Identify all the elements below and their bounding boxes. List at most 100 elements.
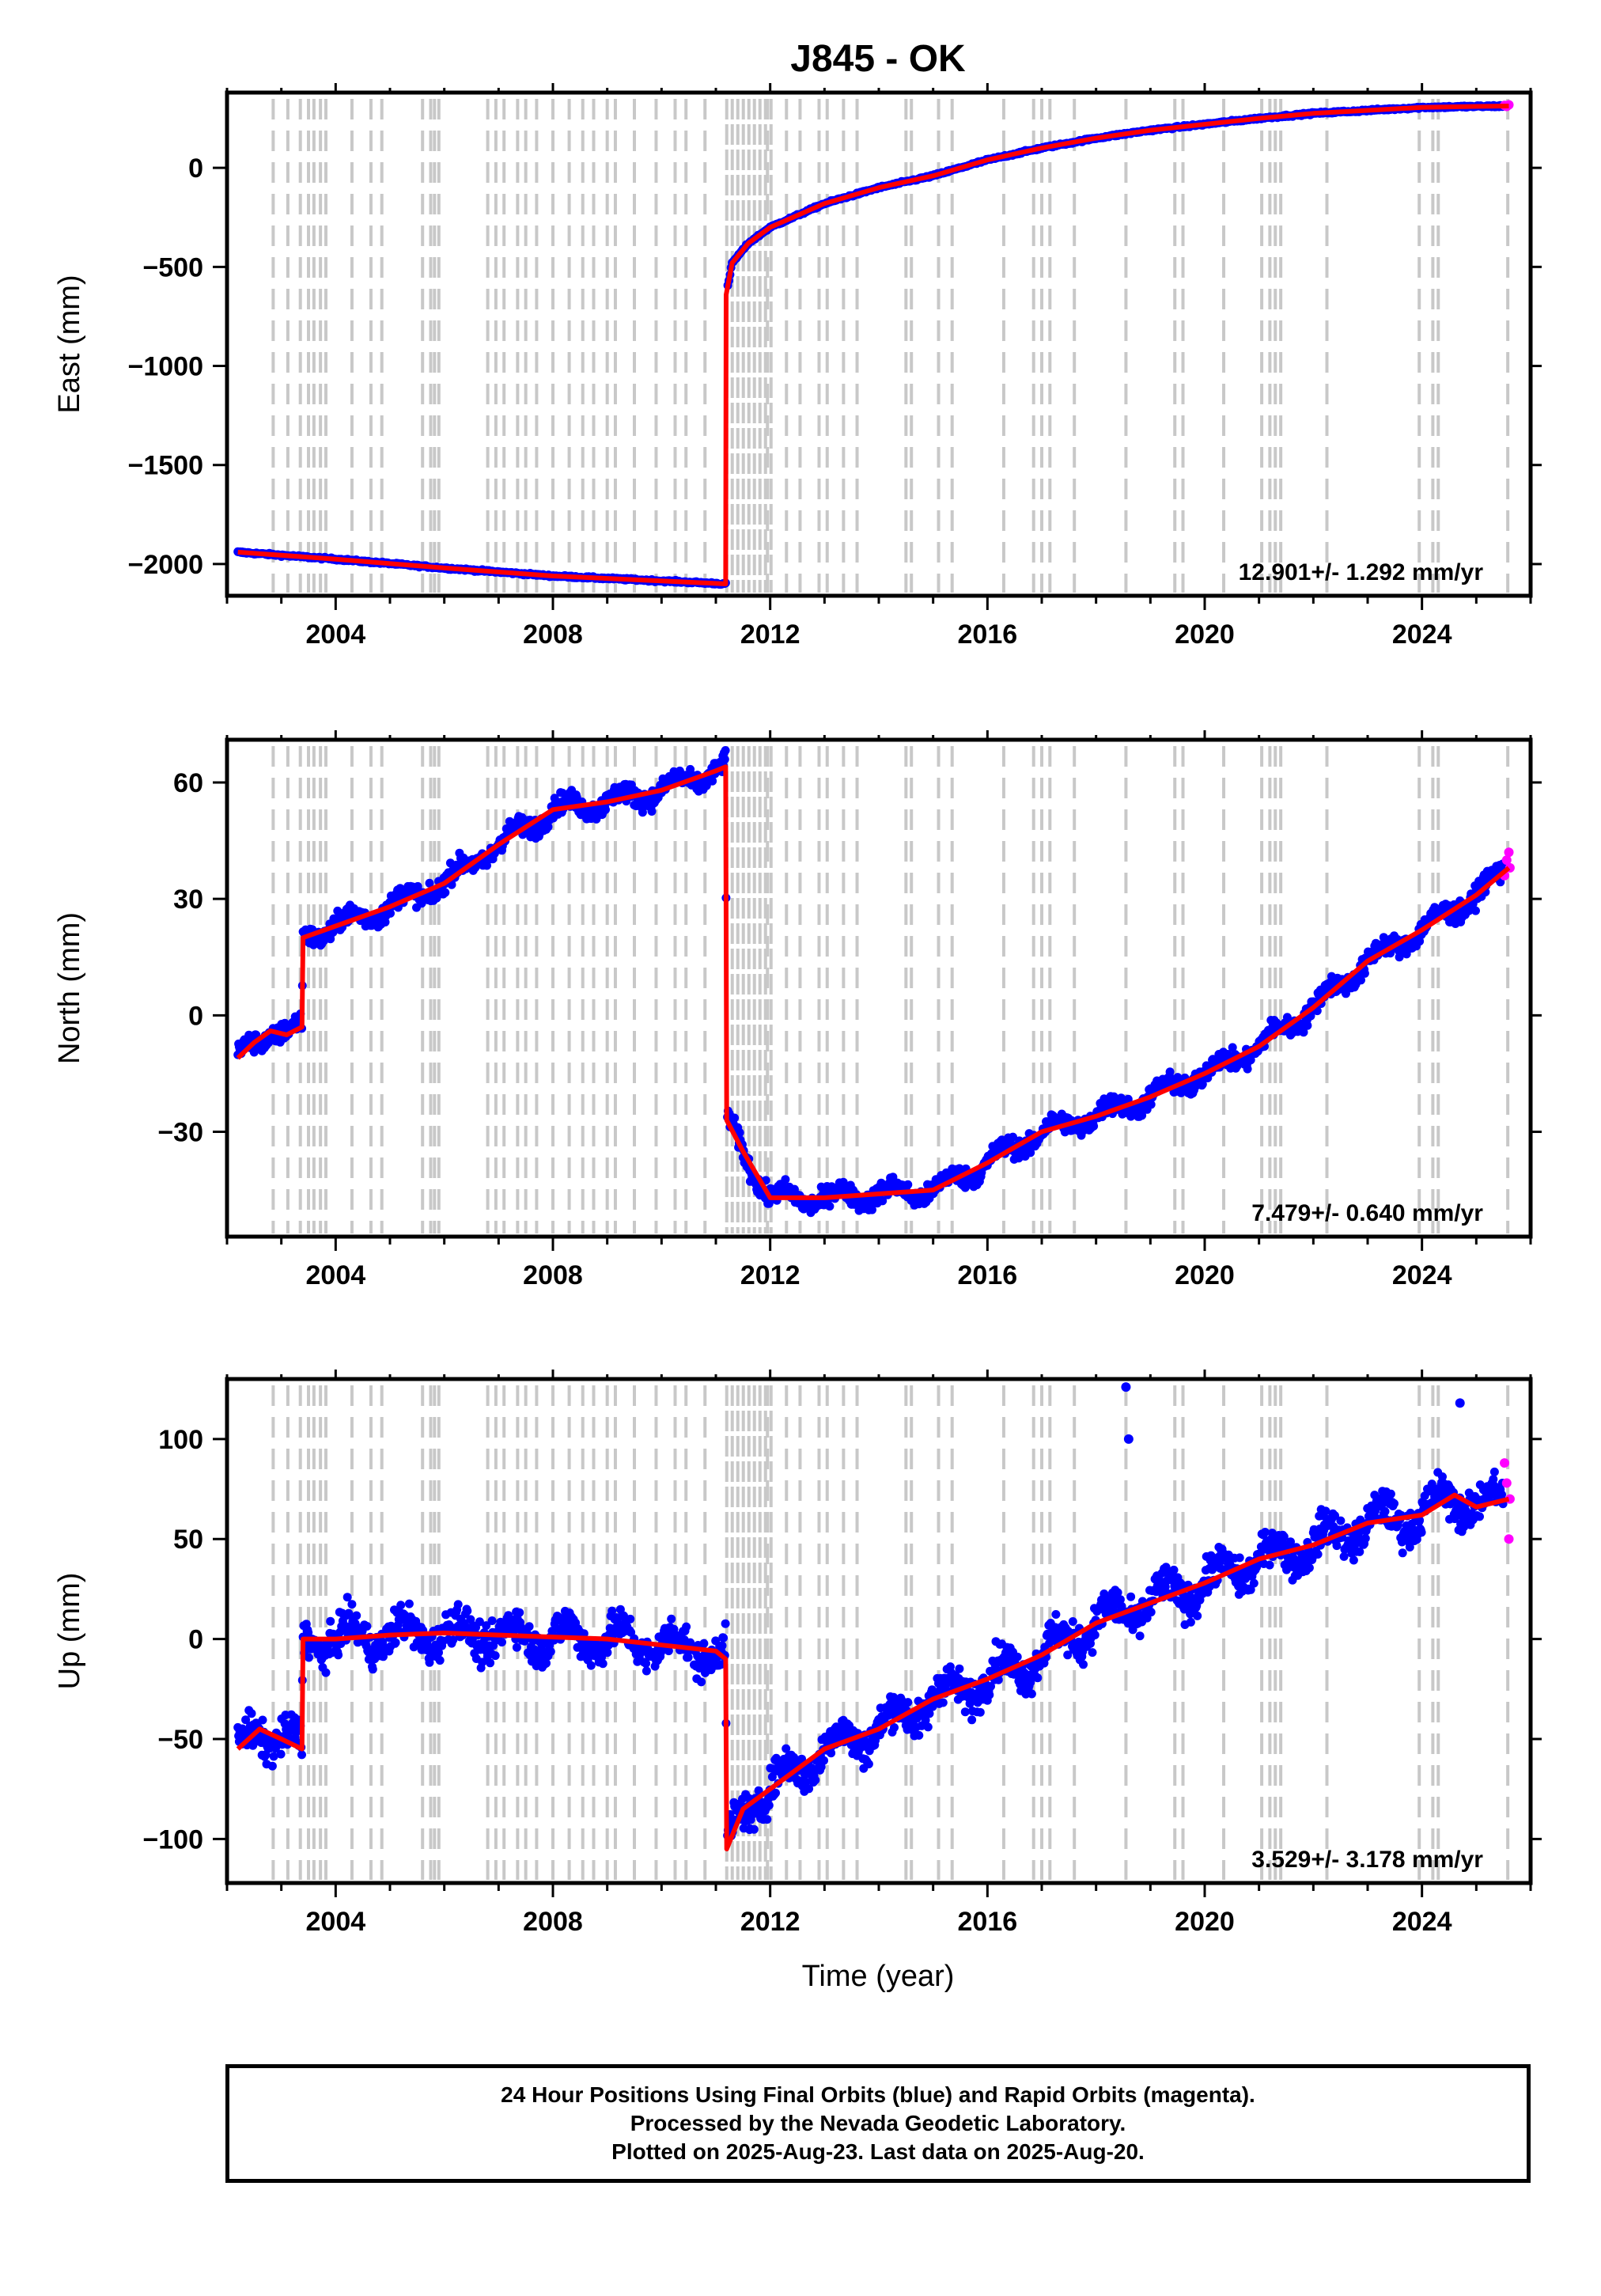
final-point: [1299, 1028, 1308, 1037]
final-point: [1033, 1673, 1043, 1683]
final-point: [434, 1648, 443, 1658]
x-tick-label: 2016: [958, 1260, 1018, 1290]
final-point: [1115, 1595, 1125, 1605]
final-point: [435, 1656, 445, 1665]
final-point: [586, 1661, 596, 1670]
x-tick-label: 2008: [523, 1260, 583, 1290]
final-point: [938, 1698, 948, 1707]
final-point: [754, 1786, 763, 1795]
final-point: [800, 1778, 810, 1787]
final-point: [626, 1614, 635, 1623]
final-point: [1186, 1617, 1195, 1627]
final-point: [667, 1614, 676, 1623]
final-point: [923, 1722, 933, 1732]
final-point: [1088, 1648, 1097, 1658]
final-point: [463, 1606, 472, 1616]
final-point: [304, 1628, 313, 1637]
final-point: [603, 1648, 612, 1658]
final-point: [763, 1815, 772, 1824]
final-point: [321, 1668, 331, 1677]
final-point: [1135, 1631, 1145, 1641]
final-point: [1198, 1079, 1207, 1089]
final-point: [297, 1750, 306, 1760]
final-point: [914, 1730, 924, 1740]
final-point: [1342, 989, 1350, 998]
final-point: [699, 1639, 709, 1648]
final-point: [1228, 1043, 1237, 1052]
final-point: [804, 1784, 814, 1794]
east-event-lines: [271, 99, 1510, 593]
final-point: [1126, 1592, 1136, 1601]
final-point: [362, 1622, 372, 1631]
final-point: [475, 1617, 484, 1627]
x-tick-label: 2004: [306, 1260, 366, 1290]
final-point: [441, 888, 450, 897]
y-tick-label: 0: [188, 153, 203, 184]
final-point: [487, 1616, 497, 1625]
final-point: [352, 1611, 361, 1620]
y-tick-label: −1000: [128, 352, 204, 382]
final-point: [730, 1113, 740, 1123]
y-tick-label: −2000: [128, 550, 204, 580]
final-point: [547, 1627, 557, 1636]
final-point: [682, 1622, 691, 1631]
final-point: [1089, 1121, 1099, 1131]
final-point: [1193, 1611, 1202, 1620]
final-point: [925, 1709, 934, 1718]
final-point: [967, 1715, 977, 1725]
final-point: [1090, 1631, 1100, 1639]
y-tick-label: 60: [173, 768, 203, 798]
final-point: [697, 1677, 706, 1687]
y-tick-label: 0: [188, 1001, 203, 1031]
final-point: [449, 1635, 458, 1645]
final-point: [490, 1651, 500, 1661]
final-point: [797, 1754, 806, 1764]
final-point: [721, 1619, 730, 1628]
north-model-line: [236, 764, 1511, 1200]
final-point: [1068, 1617, 1077, 1626]
final-point: [524, 1622, 534, 1631]
final-point: [890, 1723, 899, 1732]
north-rate-label: 7.479+/- 0.640 mm/yr: [1251, 1200, 1483, 1226]
final-point: [543, 822, 553, 832]
final-point: [1146, 1100, 1156, 1109]
final-point: [546, 1647, 555, 1656]
east-y-axis-label: East (mm): [53, 275, 86, 413]
final-point: [1165, 1067, 1175, 1077]
final-point: [343, 1593, 352, 1602]
final-point: [542, 1658, 551, 1668]
final-point: [781, 1175, 790, 1184]
final-point: [601, 805, 610, 814]
final-point: [782, 1744, 791, 1753]
final-point: [767, 1772, 777, 1782]
x-tick-label: 2024: [1392, 1260, 1452, 1290]
final-point: [425, 878, 434, 888]
final-point: [326, 1616, 335, 1626]
final-point: [247, 1709, 256, 1718]
y-tick-label: −1500: [128, 451, 204, 481]
final-point: [664, 1646, 673, 1656]
final-point: [261, 1750, 271, 1760]
final-point: [267, 1761, 277, 1771]
final-point: [720, 755, 729, 764]
x-tick-label: 2012: [740, 619, 800, 650]
x-tick-label: 2020: [1175, 1260, 1235, 1290]
final-point: [453, 1600, 463, 1609]
final-point: [1415, 937, 1425, 946]
panel-up: 2004 2008 2012 2016 2020 2024100500−50−100Up …: [53, 1370, 1542, 1937]
final-point: [396, 1601, 406, 1610]
final-point: [1113, 1588, 1122, 1597]
north-final-orbit-points: [233, 746, 1508, 1218]
final-point: [482, 1621, 491, 1631]
final-point: [1395, 953, 1404, 962]
final-point: [878, 1196, 888, 1206]
final-point: [486, 1658, 495, 1668]
final-point: [735, 1128, 744, 1138]
up-event-lines: [271, 1385, 1510, 1880]
final-point: [1009, 1132, 1017, 1142]
final-point: [1303, 1021, 1312, 1030]
final-point: [607, 1606, 617, 1616]
final-point: [498, 1638, 506, 1647]
final-point: [1471, 906, 1480, 915]
